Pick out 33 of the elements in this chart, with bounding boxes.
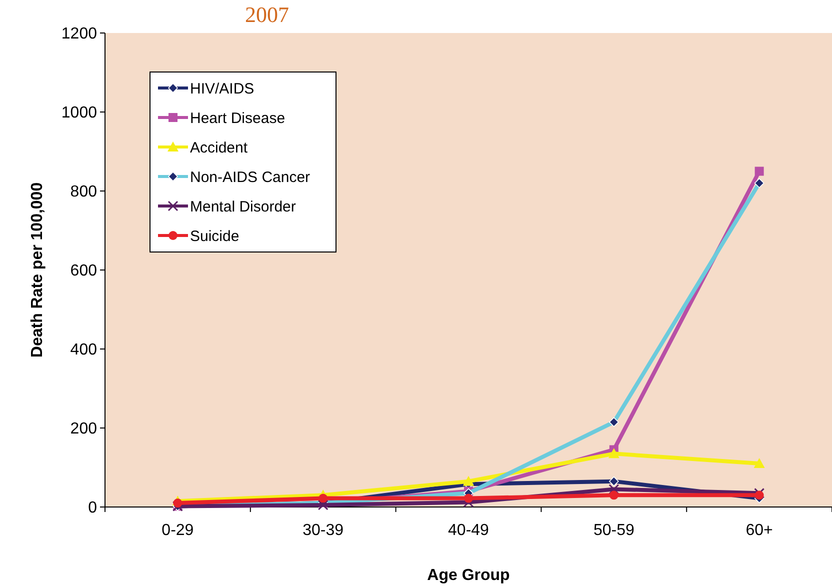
point [754, 490, 764, 500]
point [464, 494, 473, 503]
y-axis-title: Death Rate per 100,000 [29, 182, 46, 358]
legend-label: Mental Disorder [190, 198, 296, 216]
x-tick-label: 60+ [746, 522, 773, 539]
point [173, 498, 182, 508]
y-tick-label: 200 [70, 420, 98, 438]
point [318, 494, 328, 503]
point [754, 458, 765, 468]
legend-label: Heart Disease [190, 110, 286, 127]
point [609, 490, 618, 500]
legend-label: Suicide [190, 228, 240, 245]
point [608, 448, 620, 458]
y-tick-label: 0 [88, 500, 98, 517]
y-tick-label: 600 [70, 262, 98, 280]
point [754, 166, 764, 176]
point [754, 488, 765, 498]
x-tick-label: 40-49 [448, 522, 490, 539]
x-axis-title: Age Group [427, 567, 510, 584]
legend-label: Non-AIDS Cancer [190, 168, 310, 186]
point [609, 476, 619, 486]
legend-label: Accident [190, 139, 248, 156]
legend-label: HIV/AIDS [190, 80, 254, 98]
y-tick-label: 1200 [61, 26, 98, 43]
chart-title: 2007 [245, 2, 289, 27]
x-tick-label: 50-59 [593, 522, 634, 539]
y-tick-label: 400 [70, 342, 98, 359]
x-tick-label: 30-39 [302, 522, 344, 539]
y-tick-label: 800 [70, 184, 98, 201]
point [608, 484, 620, 494]
point [463, 476, 474, 486]
x-tick-label: 0-29 [162, 522, 194, 539]
y-tick-label: 1000 [61, 104, 98, 122]
